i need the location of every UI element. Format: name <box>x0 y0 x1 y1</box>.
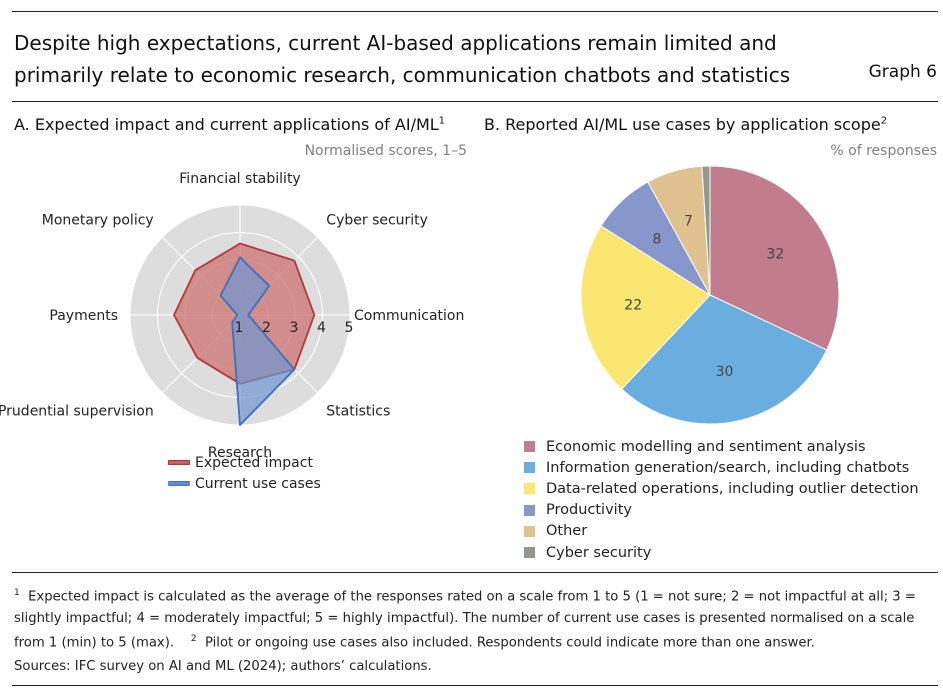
footnote-rule <box>12 572 938 573</box>
pie-label-other: 7 <box>684 214 693 230</box>
pie-chart: 32 30 22 8 7 <box>580 165 840 425</box>
radar-axis-label-prudential-supervision: Prudential supervision <box>0 403 154 419</box>
swatch-information-generation <box>524 462 535 474</box>
swatch-other <box>524 525 535 537</box>
graph-label: Graph 6 <box>868 62 937 82</box>
pie-slice-economic-modelling-and-sentiment-analysis <box>709 165 840 351</box>
legend-item-current-use-cases: Current use cases <box>168 473 321 494</box>
title-line-2: primarily relate to economic research, c… <box>14 63 791 87</box>
radar-legend: Expected impact Current use cases <box>168 452 321 494</box>
radar-axis-label-statistics: Statistics <box>326 403 390 419</box>
legend-label-current-use-cases: Current use cases <box>195 475 321 492</box>
legend-item-economic-modelling: Economic modelling and sentiment analysi… <box>524 436 919 457</box>
footnotes: 1 Expected impact is calculated as the a… <box>14 583 938 654</box>
radar-tick-2: 2 <box>262 320 271 336</box>
sources: Sources: IFC survey on AI and ML (2024);… <box>14 659 432 674</box>
pie-legend: Economic modelling and sentiment analysi… <box>524 436 919 563</box>
bottom-rule <box>12 685 938 686</box>
panel-b-title: B. Reported AI/ML use cases by applicati… <box>484 115 887 134</box>
pie-slice-information-generation-search-including-chatbots <box>620 294 828 425</box>
pie-slice-cyber-security <box>701 165 711 296</box>
panel-a-title-text: A. Expected impact and current applicati… <box>14 115 439 134</box>
swatch-productivity <box>524 504 535 516</box>
panel-a-unit: Normalised scores, 1–5 <box>304 143 467 159</box>
radar-axis-label-cyber-security: Cyber security <box>326 213 428 229</box>
legend-item-information-generation: Information generation/search, including… <box>524 457 919 478</box>
radar-axis-label-research: Research <box>208 445 272 461</box>
radar-tick-3: 3 <box>290 320 299 336</box>
panel-a-title: A. Expected impact and current applicati… <box>14 115 445 134</box>
legend-label-data-related-operations: Data-related operations, including outli… <box>546 480 919 497</box>
radar-axis-label-financial-stability: Financial stability <box>179 171 300 187</box>
title-line-1: Despite high expectations, current AI-ba… <box>14 31 777 55</box>
radar-tick-5: 5 <box>345 320 354 336</box>
legend-label-cyber-security: Cyber security <box>546 544 652 561</box>
legend-label-economic-modelling: Economic modelling and sentiment analysi… <box>546 438 866 455</box>
legend-item-expected-impact: Expected impact <box>168 452 321 473</box>
pie-label-productivity: 8 <box>653 232 662 248</box>
current-use-cases-swatch <box>168 481 190 486</box>
panel-a-footnote-marker: 1 <box>438 115 446 127</box>
footnote-2-marker: 2 <box>190 634 197 645</box>
swatch-economic-modelling <box>524 441 535 453</box>
radar-axis-label-communication: Communication <box>354 308 464 324</box>
legend-item-data-related-operations: Data-related operations, including outli… <box>524 478 919 499</box>
legend-label-productivity: Productivity <box>546 502 632 519</box>
legend-label-expected-impact: Expected impact <box>195 454 313 471</box>
radar-series-current-use-cases <box>219 256 296 426</box>
radar-tick-1: 1 <box>235 320 244 336</box>
radar-axis-label-monetary-policy: Monetary policy <box>42 213 154 229</box>
footnote-1-text: Expected impact is calculated as the ave… <box>14 589 916 651</box>
expected-impact-swatch <box>168 460 190 465</box>
top-rule <box>12 11 938 12</box>
legend-item-other: Other <box>524 521 919 542</box>
title-rule <box>12 101 938 102</box>
pie-slice-data-related-operations-including-outlier-detection <box>580 225 711 390</box>
panel-b-unit: % of responses <box>830 143 937 159</box>
panel-b-title-text: B. Reported AI/ML use cases by applicati… <box>484 115 881 134</box>
pie-label-economic-modelling-and-sentiment-analysis: 32 <box>766 247 784 263</box>
pie-label-information-generation-search-including-chatbots: 30 <box>716 364 734 380</box>
footnote-1-marker: 1 <box>14 588 20 598</box>
panel-b-footnote-marker: 2 <box>880 115 888 127</box>
legend-item-productivity: Productivity <box>524 500 919 521</box>
swatch-data-related-operations <box>524 483 535 495</box>
radar-axis-label-payments: Payments <box>49 308 118 324</box>
page-title: Despite high expectations, current AI-ba… <box>14 27 814 91</box>
legend-item-cyber-security: Cyber security <box>524 542 919 563</box>
legend-label-other: Other <box>546 523 588 540</box>
radar-tick-4: 4 <box>317 320 326 336</box>
legend-label-information-generation: Information generation/search, including… <box>546 459 910 476</box>
radar-chart: 1 2 3 4 5 Financial stability Cyber security Co… <box>0 171 464 461</box>
swatch-cyber-security <box>524 547 535 559</box>
pie-label-data-related-operations-including-outlier-detection: 22 <box>624 298 642 314</box>
footnote-2-text: Pilot or ongoing use cases also included… <box>204 635 815 651</box>
